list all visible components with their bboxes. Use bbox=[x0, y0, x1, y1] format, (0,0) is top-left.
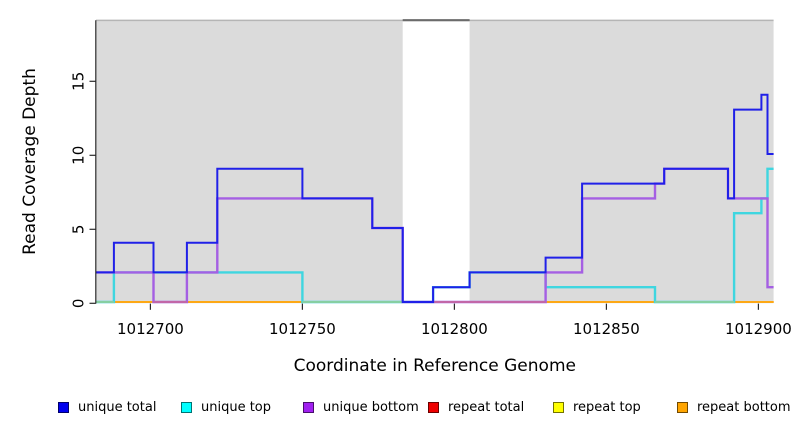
y-tick-label-15: 15 bbox=[70, 72, 88, 91]
legend-item-unique-total: unique total bbox=[58, 401, 156, 414]
shaded-region-left bbox=[96, 20, 403, 304]
legend-swatch-repeat-total bbox=[428, 402, 439, 413]
legend-label-unique-bottom: unique bottom bbox=[323, 400, 419, 415]
legend: unique total unique top unique bottom repea… bbox=[0, 0, 792, 414]
x-tick-label-1012850: 1012850 bbox=[573, 320, 640, 338]
legend-label-unique-total: unique total bbox=[78, 400, 157, 415]
y-tick-label-0: 0 bbox=[70, 299, 88, 309]
legend-item-repeat-bottom: repeat bottom bbox=[677, 401, 791, 414]
x-axis-title: Coordinate in Reference Genome bbox=[294, 356, 576, 376]
shaded-region-right bbox=[469, 20, 774, 304]
series-unique-total-line bbox=[96, 93, 774, 303]
legend-item-unique-top: unique top bbox=[181, 401, 271, 414]
legend-item-unique-bottom: unique bottom bbox=[303, 401, 419, 414]
y-axis-title: Read Coverage Depth bbox=[20, 68, 40, 255]
legend-label-repeat-top: repeat top bbox=[573, 400, 641, 415]
legend-label-repeat-total: repeat total bbox=[448, 400, 525, 415]
x-tick-label-1012900: 1012900 bbox=[725, 320, 792, 338]
y-tick-label-10: 10 bbox=[70, 146, 88, 165]
x-tick-label-1012700: 1012700 bbox=[117, 320, 184, 338]
legend-label-repeat-bottom: repeat bottom bbox=[697, 400, 791, 415]
legend-swatch-unique-total bbox=[58, 402, 69, 413]
axes-layer: 0 5 10 15 1012700 1012750 1012800 1012850 101290… bbox=[70, 20, 792, 338]
legend-item-repeat-total: repeat total bbox=[428, 401, 524, 414]
legend-swatch-unique-top bbox=[181, 402, 192, 413]
legend-item-repeat-top: repeat top bbox=[553, 401, 641, 414]
legend-swatch-repeat-bottom bbox=[677, 402, 688, 413]
x-tick-label-1012750: 1012750 bbox=[269, 320, 336, 338]
panel-layer bbox=[96, 19, 774, 304]
y-tick-label-5: 5 bbox=[70, 225, 88, 235]
x-tick-label-1012800: 1012800 bbox=[421, 320, 488, 338]
series-layer bbox=[96, 93, 774, 304]
legend-swatch-repeat-top bbox=[553, 402, 564, 413]
legend-label-unique-top: unique top bbox=[201, 400, 272, 415]
legend-swatch-unique-bottom bbox=[303, 402, 314, 413]
